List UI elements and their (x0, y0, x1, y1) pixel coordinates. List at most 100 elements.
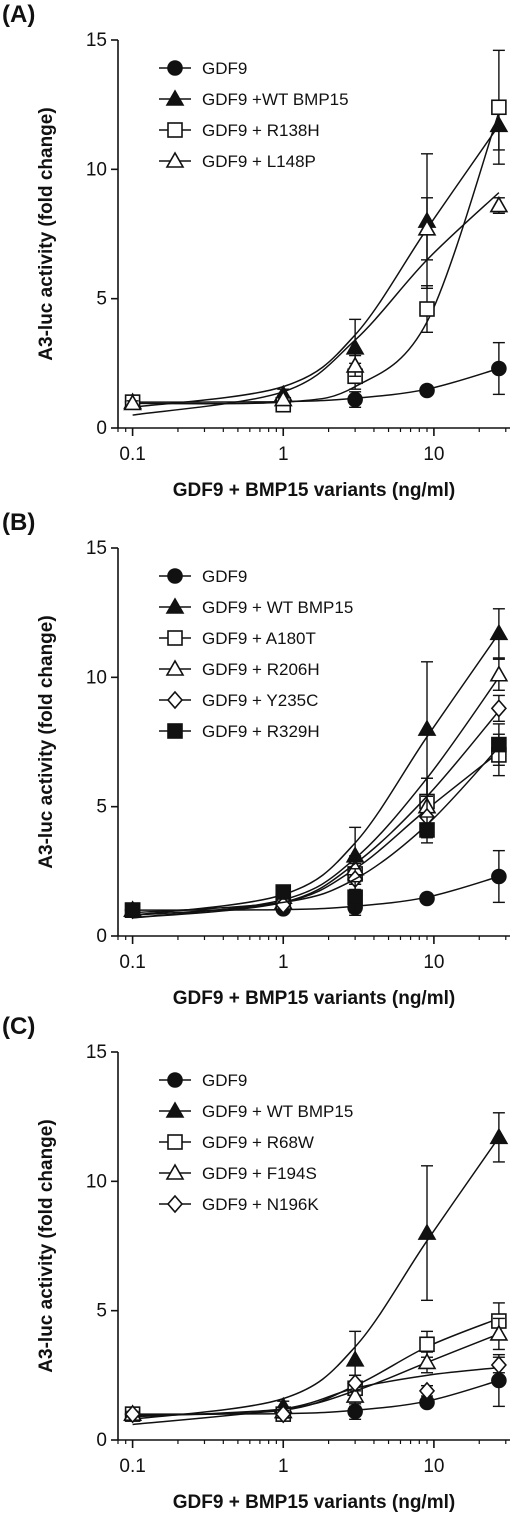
data-point (345, 1350, 365, 1367)
legend-label: GDF9 + R206H (202, 660, 320, 679)
data-point (124, 1404, 141, 1424)
data-point (489, 623, 509, 641)
data-point (491, 360, 507, 377)
data-point (273, 389, 293, 407)
legend-marker (167, 1072, 183, 1088)
data-point (417, 1352, 437, 1370)
legend-marker (165, 1163, 185, 1180)
data-point (275, 884, 292, 900)
data-point (419, 822, 435, 838)
y-tick-label: 15 (86, 30, 107, 51)
series-5 (124, 1355, 507, 1426)
x-tick-label: 10 (423, 952, 444, 973)
legend-marker (167, 1134, 183, 1150)
y-tick-label: 15 (86, 538, 107, 559)
series-1 (124, 849, 507, 918)
legend-marker (167, 60, 183, 76)
x-tick-label: 1 (278, 952, 289, 973)
y-tick-label: 5 (96, 797, 107, 818)
x-tick-label: 0.1 (119, 1456, 145, 1477)
data-point (417, 719, 437, 736)
x-tick-label: 0.1 (119, 952, 145, 973)
data-point (419, 890, 435, 907)
fit-curve (132, 1333, 500, 1418)
legend-label: GDF9 + WT BMP15 (202, 1102, 353, 1121)
data-point (347, 1373, 364, 1393)
data-point (419, 382, 435, 399)
y-tick-label: 0 (96, 1430, 107, 1451)
y-axis-title: A3-luc activity (fold change) (36, 1119, 57, 1372)
legend-label: GDF9 + L148P (202, 152, 316, 171)
legend: GDF9 GDF9 + WT BMP15 GDF9 + A180T GDF9 + R2… (159, 567, 353, 741)
data-point (417, 1223, 437, 1240)
data-point (347, 391, 363, 408)
data-point (124, 902, 141, 918)
data-point (345, 338, 365, 355)
panel-label: (B) (2, 509, 35, 536)
legend: GDF9 GDF9 +WT BMP15 GDF9 + R138H GDF9 + L14… (159, 59, 349, 171)
legend-marker (167, 630, 183, 646)
y-tick-label: 10 (86, 1171, 107, 1192)
fit-curve (132, 710, 500, 919)
data-point (347, 889, 363, 906)
legend-marker (165, 659, 185, 676)
legend-label: GDF9 + R329H (202, 722, 320, 741)
data-point (345, 356, 365, 373)
legend-label: GDF9 +WT BMP15 (202, 90, 349, 109)
series-2 (123, 608, 509, 917)
x-axis-title: GDF9 + BMP15 variants (ng/ml) (173, 988, 455, 1009)
fit-curve (132, 192, 500, 416)
legend-marker (165, 89, 185, 106)
data-point (491, 736, 507, 753)
x-axis-title: GDF9 + BMP15 variants (ng/ml) (173, 1492, 455, 1513)
legend-label: GDF9 + R68W (202, 1133, 314, 1152)
legend-label: GDF9 + N196K (202, 1195, 319, 1214)
data-point (489, 195, 509, 213)
legend-marker (165, 597, 185, 614)
data-point (418, 1381, 436, 1401)
data-point (490, 1355, 507, 1375)
x-tick-label: 10 (423, 444, 444, 465)
panel-b: (B) 0 5 10 15 0.1 1 10 GDF9 + BMP15 variants (ng… (2, 509, 510, 1009)
y-axis-title: A3-luc activity (fold change) (36, 107, 57, 360)
legend-marker (166, 690, 184, 710)
fit-curve (132, 1366, 499, 1426)
data-point (491, 99, 507, 116)
legend-label: GDF9 (202, 567, 247, 586)
legend-label: GDF9 + R138H (202, 121, 320, 140)
legend-marker (165, 1101, 185, 1118)
data-point (490, 699, 507, 718)
y-tick-label: 5 (96, 1301, 107, 1322)
legend: GDF9 GDF9 + WT BMP15 GDF9 + R68W GDF9 + F19… (159, 1071, 353, 1214)
data-point (491, 1372, 507, 1389)
y-tick-label: 0 (96, 926, 107, 947)
legend-label: GDF9 + Y235C (202, 691, 318, 710)
y-tick-label: 15 (86, 1042, 107, 1063)
legend-label: GDF9 + A180T (202, 629, 316, 648)
data-point (491, 868, 507, 885)
y-tick-label: 10 (86, 667, 107, 688)
legend-label: GDF9 (202, 1071, 247, 1090)
series-6 (124, 723, 507, 918)
fit-curve (132, 1379, 500, 1415)
legend-label: GDF9 + F194S (202, 1164, 317, 1183)
legend-label: GDF9 + WT BMP15 (202, 598, 353, 617)
fit-curve (132, 746, 500, 914)
y-tick-label: 5 (96, 289, 107, 310)
panel-label: (C) (2, 1013, 35, 1040)
data-point (417, 219, 437, 236)
legend-marker (165, 151, 185, 168)
x-tick-label: 1 (278, 1456, 289, 1477)
y-axis-title: A3-luc activity (fold change) (36, 615, 57, 868)
legend-label: GDF9 (202, 59, 247, 78)
x-axis-title: GDF9 + BMP15 variants (ng/ml) (173, 480, 455, 501)
legend-marker (167, 568, 183, 584)
y-tick-label: 0 (96, 418, 107, 439)
series-2 (123, 1112, 509, 1421)
series-4 (123, 1317, 509, 1421)
data-point (123, 393, 142, 411)
data-point (275, 1404, 292, 1424)
series-1 (124, 1353, 507, 1422)
legend-marker (166, 1194, 184, 1214)
